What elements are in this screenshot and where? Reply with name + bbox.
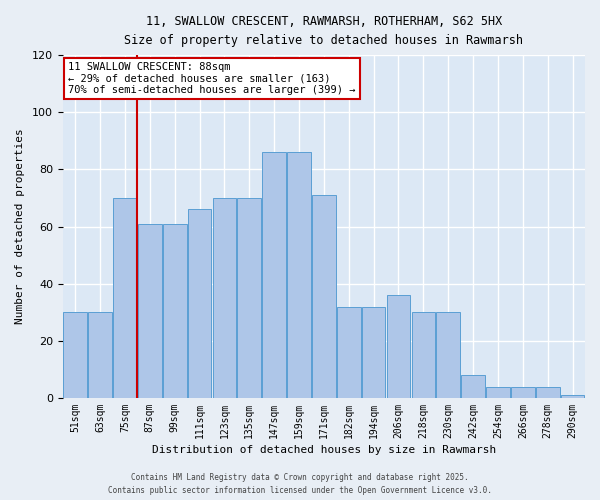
Bar xyxy=(511,386,535,398)
Bar xyxy=(212,198,236,398)
Y-axis label: Number of detached properties: Number of detached properties xyxy=(15,128,25,324)
Bar xyxy=(312,195,336,398)
Bar xyxy=(262,152,286,398)
Bar xyxy=(287,152,311,398)
Bar xyxy=(88,312,112,398)
Bar xyxy=(113,198,137,398)
Bar xyxy=(486,386,510,398)
Bar xyxy=(163,224,187,398)
Title: 11, SWALLOW CRESCENT, RAWMARSH, ROTHERHAM, S62 5HX
Size of property relative to : 11, SWALLOW CRESCENT, RAWMARSH, ROTHERHA… xyxy=(124,15,523,47)
Bar xyxy=(188,210,211,398)
Bar xyxy=(561,395,584,398)
Bar xyxy=(238,198,261,398)
Bar xyxy=(64,312,87,398)
Bar xyxy=(362,306,385,398)
Bar xyxy=(386,295,410,398)
Bar xyxy=(337,306,361,398)
Text: Contains HM Land Registry data © Crown copyright and database right 2025.
Contai: Contains HM Land Registry data © Crown c… xyxy=(108,474,492,495)
Bar xyxy=(461,375,485,398)
Bar xyxy=(412,312,435,398)
Bar xyxy=(436,312,460,398)
X-axis label: Distribution of detached houses by size in Rawmarsh: Distribution of detached houses by size … xyxy=(152,445,496,455)
Text: 11 SWALLOW CRESCENT: 88sqm
← 29% of detached houses are smaller (163)
70% of sem: 11 SWALLOW CRESCENT: 88sqm ← 29% of deta… xyxy=(68,62,356,95)
Bar xyxy=(138,224,161,398)
Bar xyxy=(536,386,560,398)
